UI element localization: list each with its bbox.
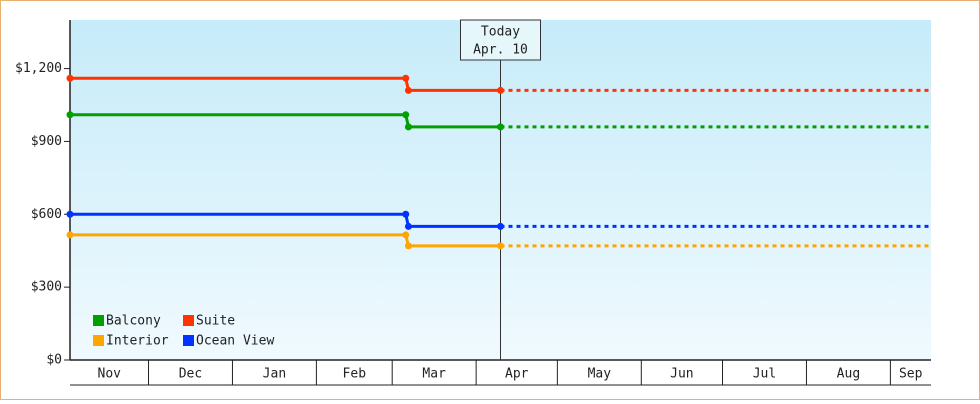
point: [497, 222, 504, 230]
x-tick-label: Jan: [263, 367, 286, 382]
y-tick-label: $1,200: [15, 61, 62, 76]
y-tick-label: $0: [46, 353, 62, 368]
today-label: Apr. 10: [473, 43, 528, 58]
point: [497, 86, 504, 94]
x-tick-label: Apr: [505, 367, 529, 382]
x-tick-label: Jun: [670, 367, 693, 382]
point: [404, 222, 412, 230]
legend-swatch: [93, 315, 104, 326]
y-tick-label: $600: [31, 207, 62, 222]
point: [66, 210, 74, 218]
x-tick-label: Mar: [422, 367, 446, 382]
point: [497, 242, 504, 250]
point: [402, 210, 410, 218]
legend-swatch: [93, 335, 104, 346]
legend-label: Balcony: [106, 314, 161, 329]
series-line: [70, 212, 501, 228]
point: [66, 231, 74, 239]
y-tick-label: $900: [31, 134, 62, 149]
x-tick-label: Aug: [837, 367, 860, 382]
today-label: Today: [481, 25, 520, 40]
point: [402, 111, 410, 119]
x-tick-label: Jul: [753, 367, 776, 382]
x-tick-label: Nov: [98, 367, 122, 382]
point: [404, 242, 412, 250]
point: [66, 74, 74, 82]
point: [497, 123, 504, 131]
x-tick-label: Sep: [899, 367, 923, 382]
x-tick-label: May: [588, 367, 612, 382]
point: [404, 86, 412, 94]
today-box: [460, 19, 541, 61]
point: [402, 74, 410, 82]
series-line: [70, 113, 501, 129]
series-line: [70, 233, 501, 248]
legend-swatch: [183, 335, 194, 346]
y-tick-label: $300: [31, 280, 62, 295]
point: [402, 231, 410, 239]
series-line: [70, 76, 501, 92]
legend-label: Interior: [106, 334, 169, 349]
point: [404, 123, 412, 131]
legend-swatch: [183, 315, 194, 326]
legend-label: Ocean View: [196, 334, 274, 349]
x-tick-label: Dec: [179, 367, 202, 382]
x-tick-label: Feb: [343, 367, 367, 382]
legend-label: Suite: [196, 314, 235, 329]
point: [66, 111, 74, 119]
